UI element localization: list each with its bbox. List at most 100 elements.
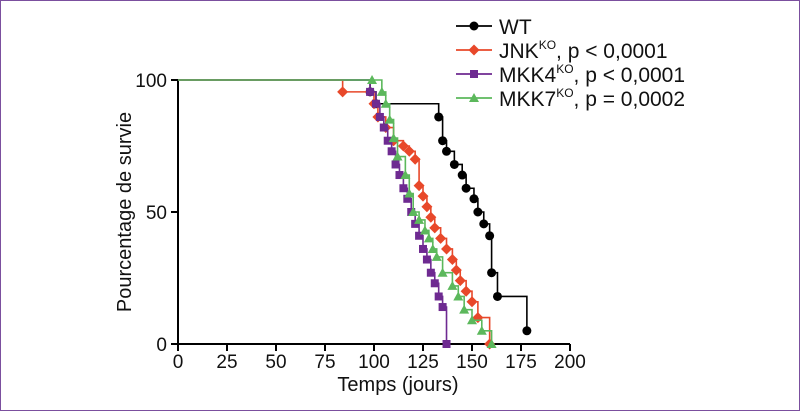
data-point (395, 171, 404, 180)
x-tick-label: 150 (456, 352, 488, 373)
chart-axes: 0 25 50 75 100 125 150 175 200 0 50 100 (135, 71, 586, 373)
data-point (392, 151, 403, 161)
data-point (429, 222, 441, 234)
data-point (380, 98, 391, 108)
data-point (413, 180, 425, 192)
data-point (403, 194, 412, 203)
data-point (447, 280, 458, 290)
data-point (423, 233, 434, 243)
legend-swatch-marker (469, 93, 479, 102)
data-point (408, 207, 419, 216)
data-point (442, 146, 452, 156)
legend-label: JNKKO, p < 0,0001 (499, 38, 668, 63)
x-tick-label: 100 (358, 352, 390, 373)
data-point (379, 123, 388, 132)
data-point (419, 225, 430, 235)
data-point (442, 340, 451, 348)
data-point (421, 201, 433, 213)
data-point (415, 231, 424, 240)
series-line (178, 79, 448, 344)
legend-item: WT (456, 16, 532, 39)
x-tick-label: 25 (216, 352, 237, 373)
data-point (404, 188, 415, 198)
y-tick-label: 0 (156, 335, 167, 356)
data-point (466, 296, 478, 308)
data-point (522, 326, 532, 336)
data-point (400, 170, 411, 180)
data-point (366, 87, 375, 96)
data-point (450, 264, 462, 276)
data-point (479, 219, 489, 229)
data-point (437, 267, 448, 277)
data-point (438, 136, 448, 146)
data-point (460, 285, 472, 297)
data-point (367, 75, 378, 84)
y-axis-title: Pourcentage de survie (114, 112, 136, 312)
legend-item: JNKKO, p < 0,0001 (456, 38, 668, 63)
data-point (417, 190, 429, 202)
data-point (461, 183, 471, 193)
data-point (467, 315, 477, 325)
legend-swatch-marker (468, 44, 480, 56)
data-point (435, 232, 447, 244)
data-point (430, 279, 439, 288)
data-point (434, 112, 444, 122)
x-tick-label: 125 (407, 352, 439, 373)
x-tick-label: 0 (173, 352, 184, 373)
series-line (178, 79, 528, 331)
data-point (427, 243, 438, 253)
legend-label: MKK4KO, p < 0,0001 (499, 62, 685, 87)
data-point (476, 325, 487, 335)
x-tick-label: 50 (265, 352, 286, 373)
x-tick-label: 75 (314, 352, 335, 373)
data-point (387, 147, 396, 156)
data-point (431, 251, 442, 261)
series-jnk (178, 79, 496, 350)
data-point (409, 153, 421, 165)
data-point (391, 160, 400, 169)
legend-label: WT (499, 16, 532, 39)
data-point (375, 112, 384, 121)
data-point (384, 114, 395, 124)
data-point (487, 268, 497, 278)
legend-swatch-marker (470, 70, 478, 78)
data-point (371, 99, 380, 108)
data-point (473, 207, 483, 217)
data-point (438, 303, 447, 312)
y-tick-label: 100 (135, 71, 167, 92)
data-point (457, 170, 467, 180)
data-point (486, 339, 497, 348)
data-point (376, 86, 387, 96)
data-point (337, 86, 349, 98)
data-point (422, 255, 431, 264)
data-point (383, 136, 392, 145)
data-point (454, 275, 466, 287)
data-point (397, 140, 409, 152)
data-point (441, 243, 453, 255)
data-point (414, 214, 425, 224)
data-point (425, 211, 437, 223)
legend-label: MKK7KO, p = 0,0002 (499, 86, 685, 111)
data-point (492, 291, 502, 301)
data-point (485, 231, 495, 241)
series-wt (178, 79, 532, 336)
x-axis-title: Temps (jours) (337, 374, 458, 396)
data-point (388, 133, 399, 143)
data-point (399, 184, 408, 193)
data-point (449, 159, 459, 169)
series-layer (178, 75, 532, 350)
data-point (469, 194, 479, 204)
data-point (403, 145, 415, 157)
y-tick-label: 50 (146, 203, 167, 224)
legend-item: MKK4KO, p < 0,0001 (456, 62, 685, 87)
x-tick-label: 175 (505, 352, 537, 373)
data-point (434, 292, 443, 301)
legend-item: MKK7KO, p = 0,0002 (456, 86, 685, 111)
data-point (453, 291, 464, 301)
data-point (419, 244, 427, 253)
series-mkk7 (178, 75, 497, 348)
data-point (426, 268, 435, 277)
